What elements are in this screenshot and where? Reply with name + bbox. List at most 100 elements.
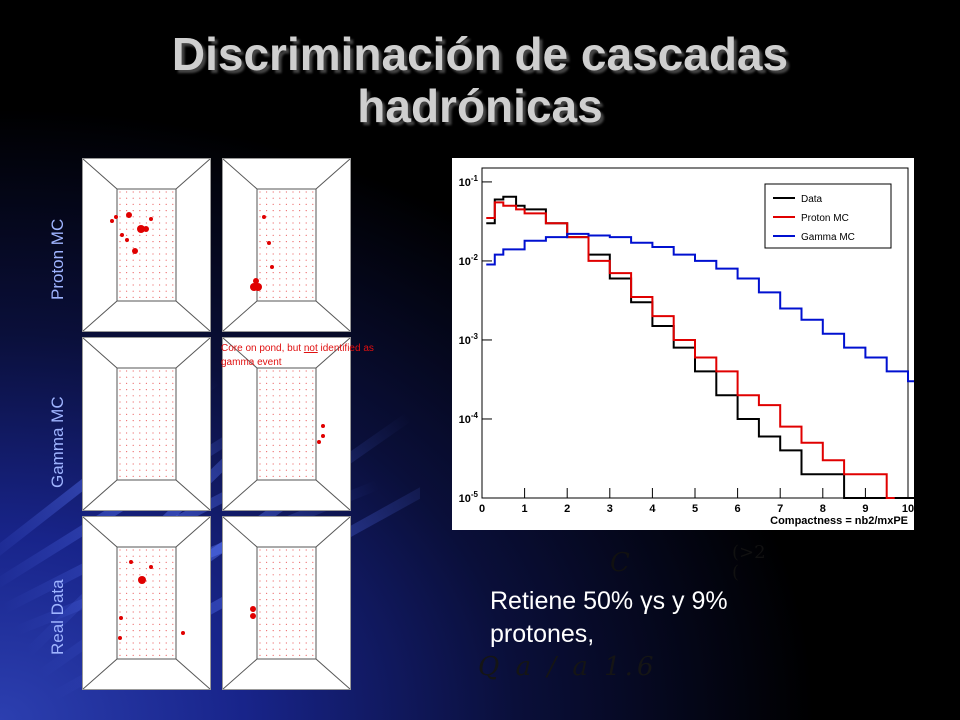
pmt-dot bbox=[292, 586, 294, 588]
pmt-dot bbox=[292, 216, 294, 218]
pmt-dot bbox=[305, 426, 307, 428]
pmt-dot bbox=[139, 241, 141, 243]
pmt-dot bbox=[119, 376, 121, 378]
pmt-dot bbox=[145, 222, 147, 224]
chart-legend: Data Proton MC Gamma MC bbox=[764, 183, 892, 249]
inner-detector-frame bbox=[256, 546, 317, 660]
pmt-dot bbox=[132, 444, 134, 446]
pmt-dot bbox=[312, 296, 314, 298]
pmt-dot bbox=[266, 630, 268, 632]
pmt-dot bbox=[126, 265, 128, 267]
pmt-dot bbox=[312, 432, 314, 434]
pmt-dot bbox=[259, 228, 261, 230]
pmt-dot bbox=[292, 432, 294, 434]
pmt-dot bbox=[172, 549, 174, 551]
pmt-dot bbox=[152, 574, 154, 576]
pmt-dot bbox=[152, 247, 154, 249]
pmt-dot bbox=[266, 265, 268, 267]
pmt-dot bbox=[292, 617, 294, 619]
pmt-hit bbox=[126, 212, 132, 218]
pmt-dot bbox=[299, 438, 301, 440]
formula-parenthetical: (>2( bbox=[732, 543, 766, 583]
pmt-dot bbox=[139, 222, 141, 224]
pmt-dot bbox=[259, 241, 261, 243]
pmt-dot bbox=[126, 592, 128, 594]
pmt-dot bbox=[272, 549, 274, 551]
pmt-dot bbox=[279, 222, 281, 224]
pmt-dot bbox=[172, 469, 174, 471]
pmt-dot bbox=[126, 611, 128, 613]
perspective-line bbox=[315, 658, 350, 689]
pmt-dot bbox=[285, 654, 287, 656]
pmt-dot bbox=[172, 654, 174, 656]
pmt-dot bbox=[292, 654, 294, 656]
pmt-dot bbox=[299, 586, 301, 588]
pmt-dot bbox=[119, 642, 121, 644]
pmt-dot bbox=[305, 444, 307, 446]
pmt-dot bbox=[132, 438, 134, 440]
pmt-dot bbox=[119, 272, 121, 274]
pmt-hit bbox=[138, 576, 146, 584]
pmt-dot bbox=[159, 395, 161, 397]
pmt-dot bbox=[139, 457, 141, 459]
pmt-dot bbox=[165, 451, 167, 453]
pmt-dot bbox=[152, 630, 154, 632]
pmt-dot bbox=[272, 580, 274, 582]
pmt-dot bbox=[132, 463, 134, 465]
pmt-dot bbox=[272, 469, 274, 471]
pmt-dot bbox=[165, 216, 167, 218]
y-tick-label: 10-2 bbox=[459, 253, 479, 268]
pmt-dot bbox=[159, 469, 161, 471]
pmt-dot bbox=[266, 636, 268, 638]
pmt-dot bbox=[126, 555, 128, 557]
pmt-dot bbox=[145, 296, 147, 298]
pmt-dot bbox=[292, 228, 294, 230]
pmt-dot bbox=[159, 580, 161, 582]
pmt-dot bbox=[172, 259, 174, 261]
pmt-dot bbox=[145, 420, 147, 422]
pmt-dot bbox=[139, 290, 141, 292]
pmt-dot bbox=[312, 654, 314, 656]
pmt-dot bbox=[292, 278, 294, 280]
pmt-dot bbox=[139, 265, 141, 267]
pmt-dot bbox=[119, 203, 121, 205]
pmt-dot bbox=[312, 272, 314, 274]
pmt-dot bbox=[279, 395, 281, 397]
pmt-dot bbox=[299, 197, 301, 199]
pmt-dot bbox=[266, 549, 268, 551]
formula-c: C bbox=[610, 548, 630, 578]
pmt-dot bbox=[259, 401, 261, 403]
pmt-dot bbox=[305, 438, 307, 440]
pmt-dot bbox=[305, 457, 307, 459]
pmt-dot bbox=[152, 654, 154, 656]
pmt-dot bbox=[272, 438, 274, 440]
pmt-dot bbox=[119, 284, 121, 286]
pmt-dot bbox=[285, 413, 287, 415]
pmt-dot bbox=[132, 580, 134, 582]
pmt-dot bbox=[299, 420, 301, 422]
pmt-dot bbox=[139, 630, 141, 632]
pmt-dot bbox=[172, 253, 174, 255]
pmt-dot bbox=[299, 561, 301, 563]
pmt-dot bbox=[312, 265, 314, 267]
pmt-dot bbox=[272, 241, 274, 243]
pmt-dot bbox=[172, 636, 174, 638]
pmt-dot bbox=[159, 617, 161, 619]
pmt-dot bbox=[259, 272, 261, 274]
pmt-dot bbox=[285, 432, 287, 434]
pmt-dot bbox=[145, 592, 147, 594]
pmt-dot bbox=[272, 636, 274, 638]
pmt-dot bbox=[266, 475, 268, 477]
pmt-dot bbox=[132, 451, 134, 453]
pmt-dot bbox=[139, 395, 141, 397]
pmt-dot bbox=[285, 420, 287, 422]
pmt-dot bbox=[299, 580, 301, 582]
pmt-dot bbox=[126, 259, 128, 261]
pmt-dot bbox=[172, 574, 174, 576]
pmt-dot bbox=[266, 568, 268, 570]
pmt-dot bbox=[299, 432, 301, 434]
pmt-dot bbox=[272, 234, 274, 236]
pmt-dot bbox=[126, 203, 128, 205]
pmt-dot bbox=[285, 203, 287, 205]
pmt-dot bbox=[305, 241, 307, 243]
